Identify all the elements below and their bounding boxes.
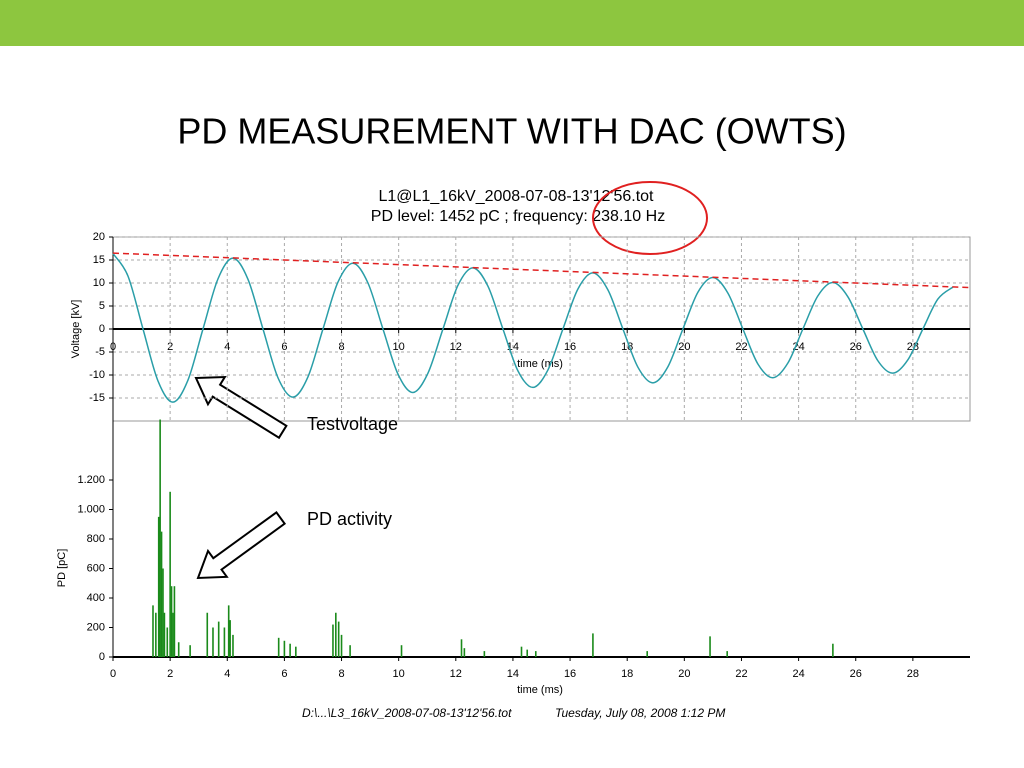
bar xyxy=(592,633,594,657)
bar xyxy=(227,605,230,657)
bar xyxy=(295,646,297,657)
y-tick-label: 1.000 xyxy=(77,503,105,515)
bar xyxy=(349,645,351,657)
bar xyxy=(726,651,728,657)
bar xyxy=(335,612,337,657)
bar xyxy=(160,531,163,657)
y-axis-label: PD [pC] xyxy=(56,549,68,588)
bar xyxy=(217,621,220,657)
footer-file: D:\...\L3_16kV_2008-07-08-13'12'56.tot xyxy=(302,706,512,720)
chart-title: L1@L1_16kV_2008-07-08-13'12'56.tot xyxy=(378,188,654,205)
bar xyxy=(170,586,173,657)
bar xyxy=(212,627,214,657)
bar xyxy=(157,516,160,657)
x-tick-label: 26 xyxy=(850,668,862,680)
y-tick-label: -10 xyxy=(89,369,105,381)
bar xyxy=(337,621,340,657)
bar xyxy=(177,642,180,657)
bar xyxy=(520,646,523,657)
bar xyxy=(189,645,191,657)
bar xyxy=(332,624,334,657)
y-tick-label: 20 xyxy=(93,231,105,243)
arrow xyxy=(194,375,288,440)
bar xyxy=(283,640,286,657)
y-tick-label: -5 xyxy=(95,346,105,358)
slide-title: PD MEASUREMENT WITH DAC (OWTS) xyxy=(177,111,846,152)
x-tick-label: 14 xyxy=(507,668,519,680)
x-tick-label: 24 xyxy=(792,668,804,680)
x-tick-label: 22 xyxy=(735,668,747,680)
highlight-ellipse xyxy=(592,181,708,255)
y-tick-label: 0 xyxy=(99,323,105,335)
x-tick-label: 0 xyxy=(110,668,116,680)
x-tick-label: 12 xyxy=(450,668,462,680)
x-tick-label: 18 xyxy=(621,668,633,680)
bar xyxy=(460,639,463,657)
bar xyxy=(229,620,231,657)
bar xyxy=(534,651,537,657)
x-tick-label: 2 xyxy=(167,668,173,680)
arrow xyxy=(196,510,287,580)
bar xyxy=(173,586,176,657)
y-tick-label: 400 xyxy=(87,592,105,604)
bar xyxy=(172,612,174,657)
bar xyxy=(832,643,834,657)
y-tick-label: 600 xyxy=(87,562,105,574)
bar xyxy=(232,634,234,657)
footer-date: Tuesday, July 08, 2008 1:12 PM xyxy=(555,706,725,720)
bar xyxy=(400,645,403,657)
x-tick-label: 28 xyxy=(907,668,919,680)
bar xyxy=(206,612,209,657)
line-series xyxy=(112,253,954,403)
y-tick-label: 15 xyxy=(93,254,105,266)
bar xyxy=(223,627,226,657)
y-tick-label: 800 xyxy=(87,533,105,545)
bar xyxy=(163,612,166,657)
y-tick-label: 0 xyxy=(99,651,105,663)
x-axis-label: time (ms) xyxy=(517,358,563,370)
bar xyxy=(152,605,154,657)
bar xyxy=(340,634,343,657)
annotation: PD activity xyxy=(307,509,392,529)
chart-subtitle: PD level: 1452 pC ; frequency: 238.10 Hz xyxy=(371,208,665,225)
bar xyxy=(463,648,466,657)
y-tick-label: 1.200 xyxy=(77,474,105,486)
x-axis-label: time (ms) xyxy=(517,684,563,696)
x-tick-label: 20 xyxy=(678,668,690,680)
y-tick-label: -15 xyxy=(89,392,105,404)
bar xyxy=(526,649,529,657)
y-tick-label: 5 xyxy=(99,300,105,312)
bar xyxy=(162,568,164,657)
x-tick-label: 16 xyxy=(564,668,576,680)
bar xyxy=(166,627,169,657)
bar xyxy=(289,643,291,657)
bar xyxy=(277,637,280,657)
bar xyxy=(155,612,157,657)
bar xyxy=(709,636,711,657)
bar xyxy=(169,491,171,657)
y-axis-label: Voltage [kV] xyxy=(70,300,82,359)
x-tick-label: 6 xyxy=(281,668,287,680)
header-band xyxy=(0,0,1024,46)
bar xyxy=(159,419,161,657)
x-tick-label: 8 xyxy=(338,668,344,680)
y-tick-label: 200 xyxy=(87,621,105,633)
bar xyxy=(646,651,648,657)
x-tick-label: 10 xyxy=(393,668,405,680)
x-tick-label: 4 xyxy=(224,668,230,680)
line-series xyxy=(112,252,971,289)
annotation: Testvoltage xyxy=(307,414,398,434)
y-tick-label: 10 xyxy=(93,277,105,289)
bar xyxy=(483,651,486,657)
